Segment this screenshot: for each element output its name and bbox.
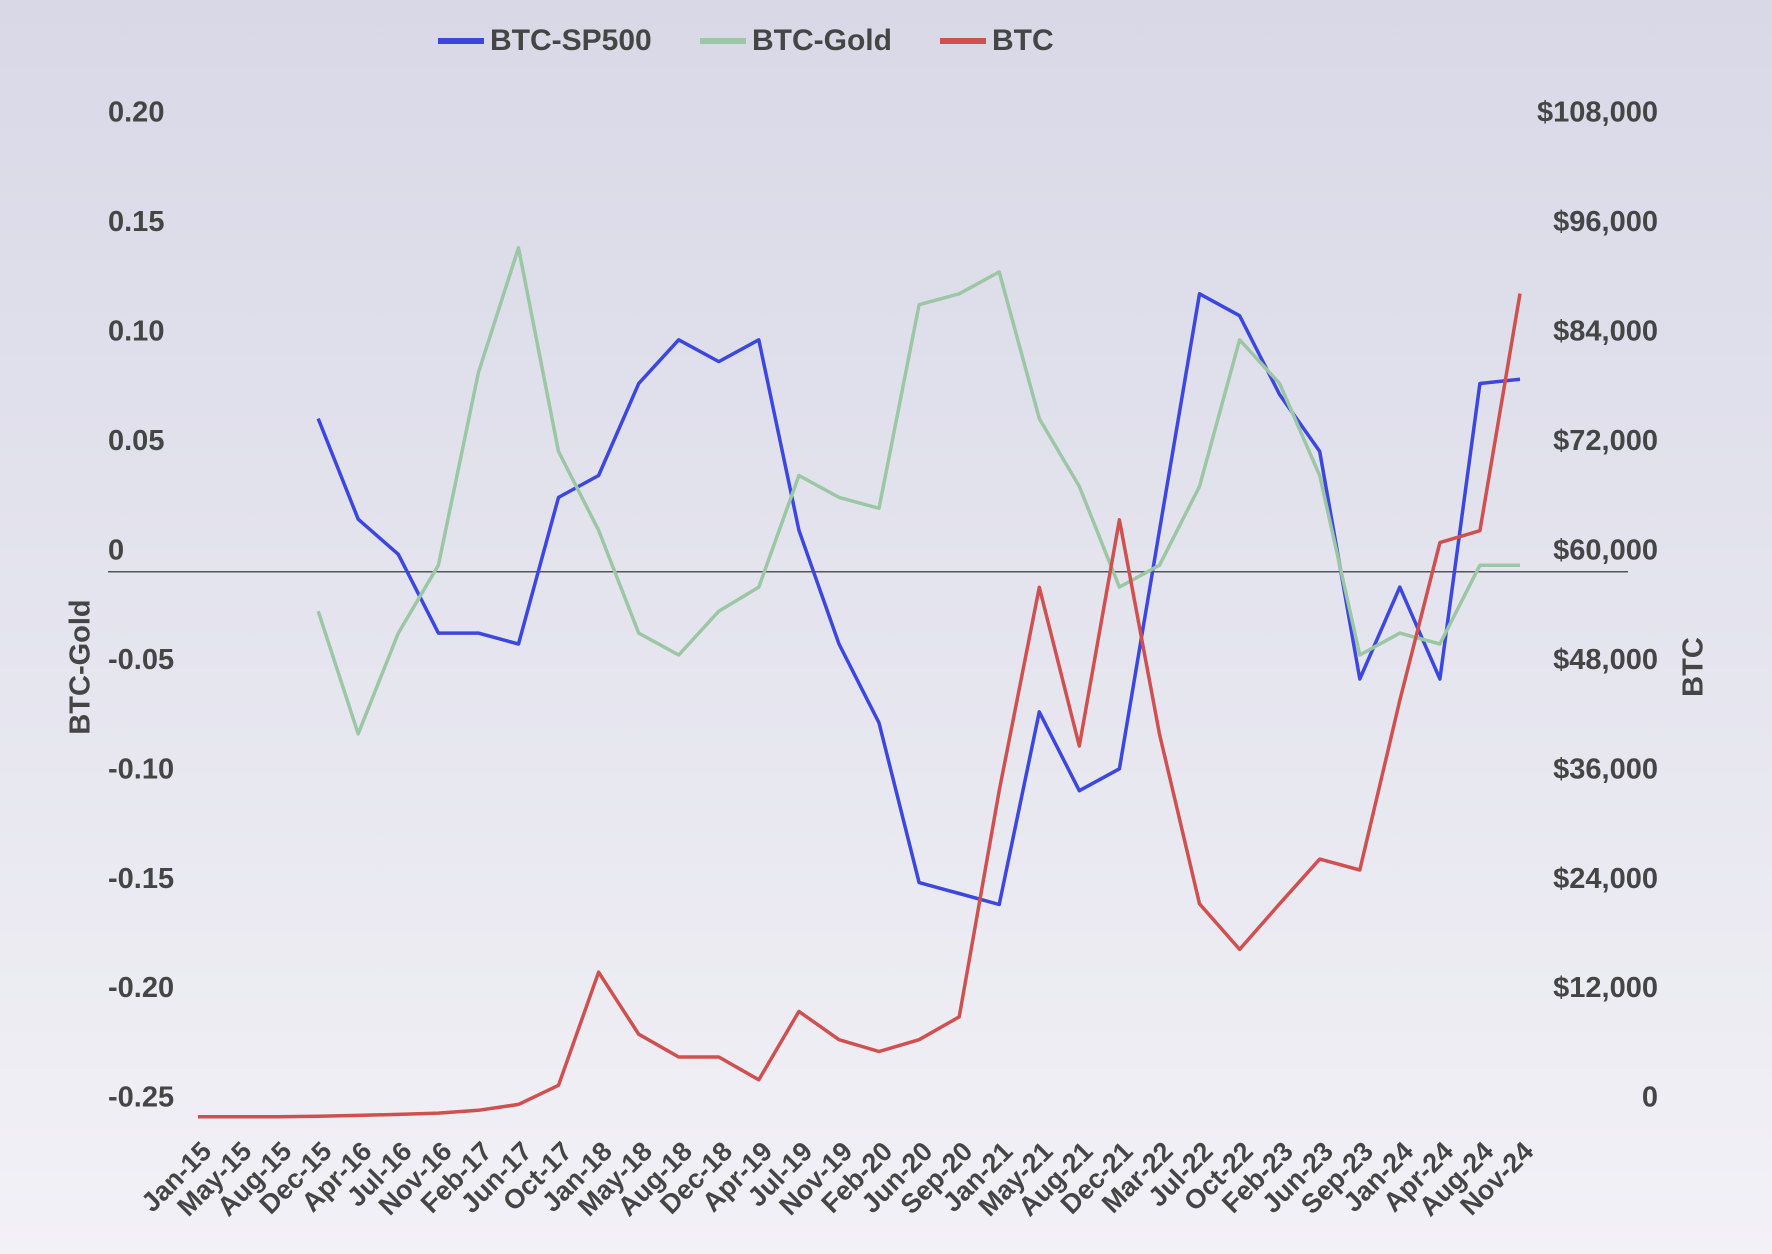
y2-tick-label: $60,000 — [1553, 534, 1658, 566]
y2-tick-label: $72,000 — [1553, 425, 1658, 457]
legend-label: BTC-Gold — [752, 24, 892, 57]
y-tick-label: -0.15 — [108, 863, 174, 895]
series-line — [316, 246, 1520, 736]
y2-tick-label: $48,000 — [1553, 644, 1658, 676]
y2-axis-title: BTC — [1678, 637, 1710, 697]
y-tick-label: 0.10 — [108, 316, 164, 348]
y-tick-label: -0.10 — [108, 753, 174, 785]
legend-label: BTC — [992, 24, 1054, 57]
y-tick-label: -0.25 — [108, 1082, 174, 1114]
y2-tick-label: $108,000 — [1537, 97, 1658, 129]
y-tick-label: 0.15 — [108, 206, 164, 238]
y2-tick-label: $96,000 — [1553, 206, 1658, 238]
y-tick-label: -0.20 — [108, 972, 174, 1004]
y2-tick-label: $12,000 — [1553, 972, 1658, 1004]
y-tick-label: -0.05 — [108, 644, 174, 676]
y2-tick-label: $24,000 — [1553, 863, 1658, 895]
y-tick-label: 0.20 — [108, 97, 164, 129]
y2-tick-label: $36,000 — [1553, 753, 1658, 785]
legend-label: BTC-SP500 — [490, 24, 652, 57]
y2-tick-label: 0 — [1642, 1082, 1658, 1114]
y-axis-title: BTC-Gold — [65, 599, 97, 734]
y-tick-label: 0 — [108, 534, 124, 566]
series-line — [198, 293, 1522, 1119]
y-tick-label: 0.05 — [108, 425, 164, 457]
series-line — [316, 292, 1521, 907]
y2-tick-label: $84,000 — [1553, 316, 1658, 348]
